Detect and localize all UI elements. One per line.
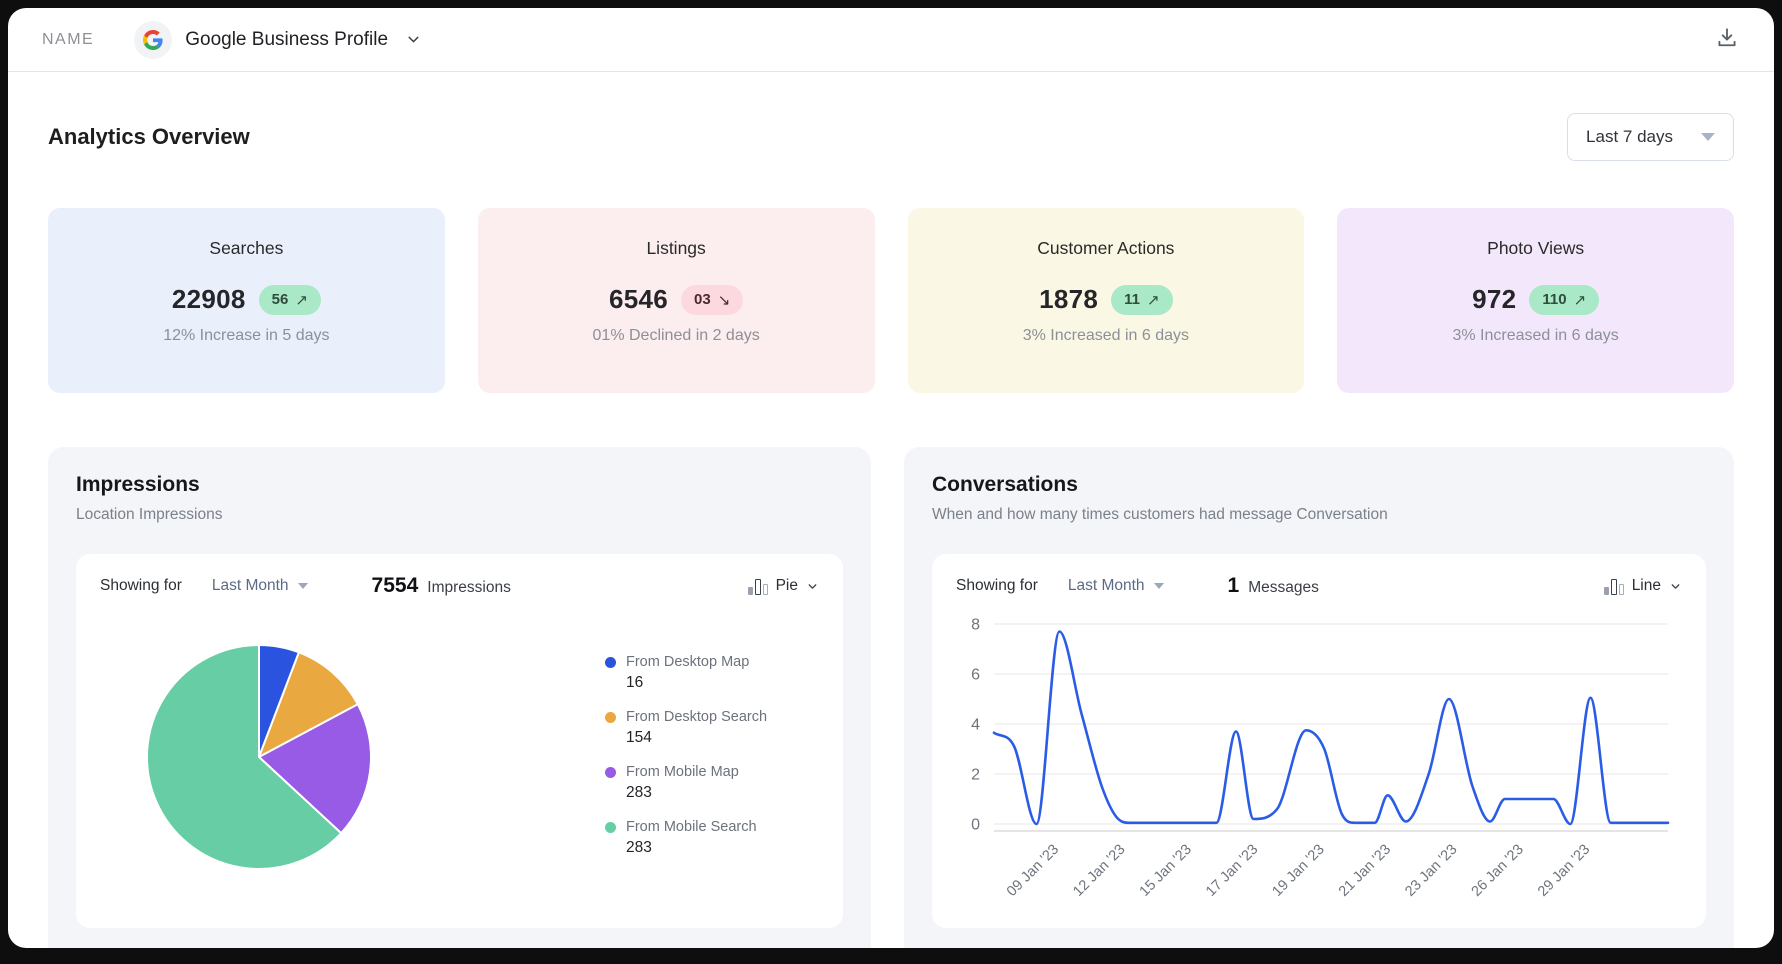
legend-dot xyxy=(605,711,616,723)
trend-badge: 110 ↗ xyxy=(1529,284,1600,315)
trend-up-icon: ↗ xyxy=(1573,291,1587,309)
business-profile-dropdown[interactable]: Google Business Profile xyxy=(134,20,422,59)
legend-item: From Mobile Map 283 xyxy=(605,764,813,802)
conversations-panel: Conversations When and how many times cu… xyxy=(904,447,1734,948)
chevron-down-icon xyxy=(405,31,422,48)
svg-text:09 Jan '23: 09 Jan '23 xyxy=(1004,842,1062,900)
trend-up-icon: ↗ xyxy=(1147,291,1160,309)
impressions-total-label: Impressions xyxy=(427,579,511,596)
download-icon xyxy=(1714,25,1740,54)
showing-for-label: Showing for xyxy=(100,577,182,594)
legend-item: From Desktop Map 16 xyxy=(605,654,813,692)
impressions-period-dropdown[interactable]: Last Month xyxy=(212,577,308,595)
conversations-line-chart: 0 2 4 6 8 09 Jan '23 12 Jan '23 15 Jan '23 17 Ja… xyxy=(971,617,1670,900)
stat-card-customer-actions: Customer Actions 1878 11 ↗ 3% Increased i… xyxy=(907,208,1305,393)
stat-card-title: Listings xyxy=(646,238,706,258)
stat-card-value: 6546 xyxy=(608,284,669,314)
stat-card-title: Photo Views xyxy=(1487,238,1585,258)
svg-text:2: 2 xyxy=(971,767,980,784)
svg-text:19 Jan '23: 19 Jan '23 xyxy=(1269,842,1327,900)
conversations-total: 1 xyxy=(1227,574,1240,597)
svg-text:17 Jan '23: 17 Jan '23 xyxy=(1203,842,1261,900)
svg-text:15 Jan '23: 15 Jan '23 xyxy=(1137,842,1195,900)
trend-badge: 03 ↘ xyxy=(681,284,744,315)
legend-dot xyxy=(605,766,616,778)
business-profile-name: Google Business Profile xyxy=(185,28,389,50)
bar-chart-icon xyxy=(747,578,768,595)
svg-text:0: 0 xyxy=(971,817,980,834)
page-title: Analytics Overview xyxy=(48,124,250,149)
stat-card-value: 1878 xyxy=(1039,284,1099,314)
bar-chart-icon xyxy=(1603,578,1624,595)
stat-card-value: 22908 xyxy=(171,284,246,314)
triangle-down-icon xyxy=(297,583,308,589)
svg-text:21 Jan '23: 21 Jan '23 xyxy=(1336,842,1394,900)
trend-down-icon: ↘ xyxy=(717,291,731,309)
stat-cards-row: Searches 22908 56 ↗ 12% Increase in 5 day… xyxy=(48,208,1734,393)
download-button[interactable] xyxy=(1714,25,1740,54)
stat-card-title: Searches xyxy=(209,238,284,258)
stat-card-listings: Listings 6546 03 ↘ 01% Declined in 2 days xyxy=(477,208,875,393)
stat-card-title: Customer Actions xyxy=(1037,238,1175,258)
conversations-subtitle: When and how many times customers had me… xyxy=(932,506,1388,523)
impressions-chart-type-dropdown[interactable]: Pie xyxy=(747,577,819,595)
conversations-period-dropdown[interactable]: Last Month xyxy=(1068,577,1164,595)
svg-text:6: 6 xyxy=(971,667,980,684)
conversations-total-label: Messages xyxy=(1248,579,1319,596)
chevron-down-icon xyxy=(808,583,817,589)
app-window: NAME Google Business Profile xyxy=(8,8,1774,948)
svg-text:26 Jan '23: 26 Jan '23 xyxy=(1469,842,1527,900)
svg-text:4: 4 xyxy=(971,717,980,734)
triangle-down-icon xyxy=(1701,133,1715,141)
legend-item: From Mobile Search 283 xyxy=(605,819,813,857)
stat-card-searches: Searches 22908 56 ↗ 12% Increase in 5 day… xyxy=(48,208,445,393)
impressions-pie-chart xyxy=(146,644,372,870)
legend-dot xyxy=(605,656,616,668)
conversations-chart-type-dropdown[interactable]: Line xyxy=(1603,577,1682,595)
conversations-title: Conversations xyxy=(932,473,1078,496)
impressions-subtitle: Location Impressions xyxy=(76,506,223,523)
stat-card-subtitle: 3% Increased in 6 days xyxy=(1022,327,1190,344)
impressions-total: 7554 xyxy=(371,574,419,597)
showing-for-label: Showing for xyxy=(956,577,1038,594)
legend-dot xyxy=(605,821,616,833)
stat-card-subtitle: 12% Increase in 5 days xyxy=(163,327,330,344)
pie-legend: From Desktop Map 16 From Desktop Search … xyxy=(605,654,813,874)
legend-item: From Desktop Search 154 xyxy=(605,709,813,747)
svg-text:12 Jan '23: 12 Jan '23 xyxy=(1070,842,1128,900)
conversations-chart-card: Showing for Last Month 1 Messages Line xyxy=(932,554,1706,928)
triangle-down-icon xyxy=(1153,583,1164,589)
trend-up-icon: ↗ xyxy=(295,291,308,309)
trend-badge: 11 ↗ xyxy=(1111,284,1173,315)
chevron-down-icon xyxy=(1671,583,1680,589)
trend-badge: 56 ↗ xyxy=(258,284,321,315)
svg-text:8: 8 xyxy=(971,617,980,634)
date-range-value: Last 7 days xyxy=(1586,127,1673,146)
stat-card-subtitle: 01% Declined in 2 days xyxy=(592,327,760,344)
svg-text:23 Jan '23: 23 Jan '23 xyxy=(1402,842,1460,900)
svg-text:29 Jan '23: 29 Jan '23 xyxy=(1535,842,1593,900)
google-icon xyxy=(134,20,173,59)
impressions-panel: Impressions Location Impressions Showing… xyxy=(48,447,871,948)
stat-card-photo-views: Photo Views 972 110 ↗ 3% Increased in 6 d… xyxy=(1337,208,1734,393)
name-label: NAME xyxy=(42,30,95,48)
stat-card-value: 972 xyxy=(1472,284,1517,314)
date-range-select[interactable]: Last 7 days xyxy=(1567,113,1734,161)
stat-card-subtitle: 3% Increased in 6 days xyxy=(1452,327,1619,344)
charts-row: Impressions Location Impressions Showing… xyxy=(48,447,1734,948)
top-bar: NAME Google Business Profile xyxy=(8,8,1774,72)
impressions-chart-card: Showing for Last Month 7554 Impressions … xyxy=(76,554,843,928)
dashboard-content: Analytics Overview Last 7 days Searches … xyxy=(8,112,1774,948)
impressions-title: Impressions xyxy=(76,473,200,496)
